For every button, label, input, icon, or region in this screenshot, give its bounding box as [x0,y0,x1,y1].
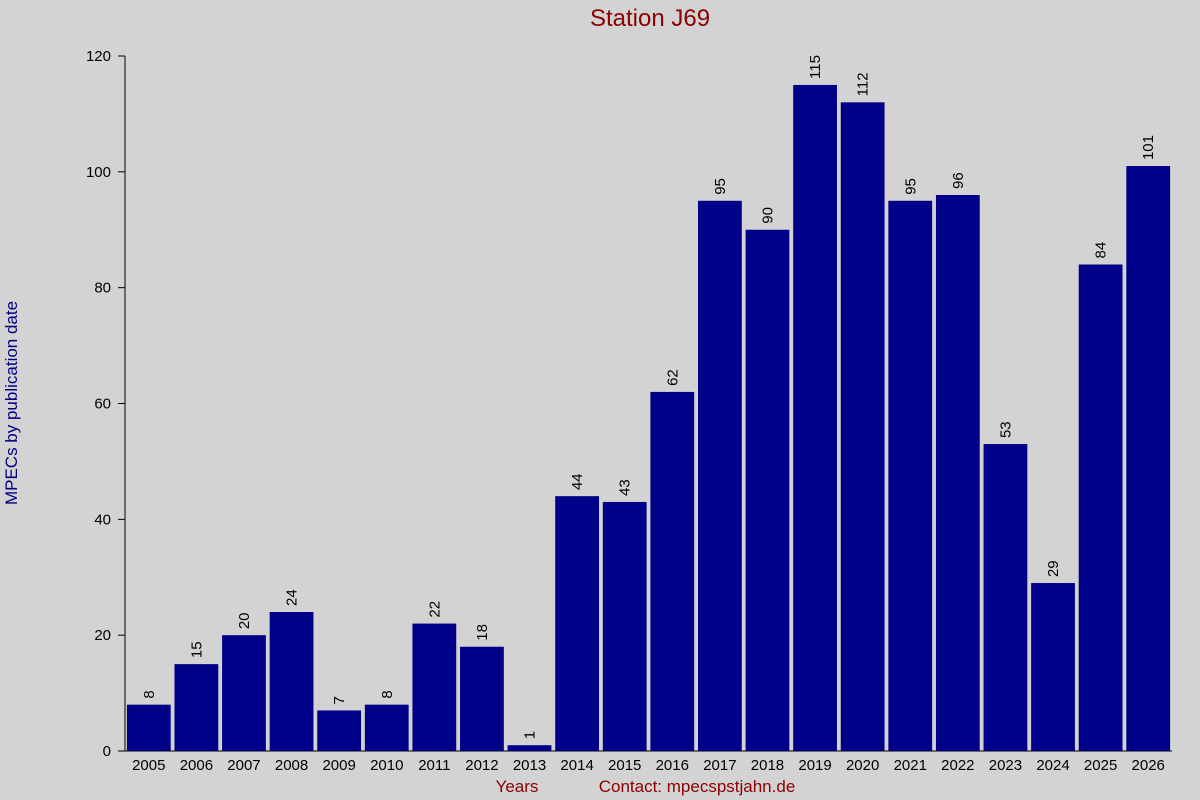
value-label: 84 [1093,242,1110,259]
x-tick-label: 2026 [1132,757,1165,774]
x-tick-label: 2009 [322,757,355,774]
value-label: 8 [141,690,158,698]
bar [650,391,695,751]
y-axis-label: MPECs by publication date [2,301,21,505]
x-tick-label: 2013 [513,757,546,774]
x-tick-label: 2021 [894,757,927,774]
x-tick-label: 2005 [132,757,165,774]
y-tick-label: 0 [103,743,111,760]
x-tick-label: 2008 [275,757,308,774]
value-label: 18 [474,624,491,641]
x-tick-label: 2007 [227,757,260,774]
y-tick-label: 100 [86,164,111,181]
bar [1031,583,1075,751]
bar [412,623,457,751]
value-label: 29 [1045,560,1062,577]
bar [983,444,1028,751]
bar [697,200,742,751]
bar [126,704,171,751]
chart-title: Station J69 [590,5,710,32]
bar [460,646,504,751]
value-label: 115 [807,55,824,79]
value-label: 24 [284,589,301,606]
contact-note: Contact: mpecspstjahn.de [599,777,796,796]
value-label: 20 [236,612,253,629]
bar [935,195,980,751]
value-label: 15 [188,641,205,658]
value-label: 101 [1140,135,1157,160]
x-tick-label: 2023 [989,757,1022,774]
value-label: 90 [759,207,776,224]
bar [1126,166,1171,751]
bar [602,501,647,751]
y-tick-label: 80 [94,280,111,297]
y-tick-label: 60 [94,396,111,413]
value-label: 22 [426,601,443,618]
x-tick-label: 2025 [1084,757,1117,774]
x-tick-label: 2016 [656,757,689,774]
value-label: 43 [617,479,634,496]
x-tick-label: 2014 [560,757,593,774]
x-tick-label: 2019 [798,757,831,774]
x-tick-label: 2012 [465,757,498,774]
x-tick-label: 2011 [418,757,450,774]
bar [174,664,219,751]
bar [1078,264,1123,751]
y-tick-label: 20 [94,627,111,644]
bar [317,710,362,751]
value-label: 7 [331,696,348,704]
bar [888,200,933,751]
x-tick-label: 2017 [703,757,736,774]
bar [269,612,314,751]
value-label: 1 [522,731,539,739]
value-label: 95 [712,178,729,195]
value-label: 53 [997,421,1014,438]
bar [745,229,790,751]
x-tick-label: 2022 [941,757,974,774]
x-tick-label: 2006 [180,757,213,774]
value-label: 96 [950,172,967,189]
value-label: 95 [902,178,919,195]
x-tick-label: 2024 [1036,757,1069,774]
value-label: 62 [664,369,681,386]
x-tick-label: 2015 [608,757,641,774]
value-label: 44 [569,473,586,490]
x-tick-label: 2018 [751,757,784,774]
value-label: 112 [855,72,872,96]
bar [793,84,837,752]
y-tick-label: 120 [86,48,111,65]
x-tick-label: 2010 [370,757,403,774]
y-tick-label: 40 [94,511,111,528]
bar [364,704,409,751]
bar [222,635,266,751]
bar [555,496,600,751]
bar [507,745,552,751]
x-tick-label: 2020 [846,757,879,774]
bar [840,102,885,752]
value-label: 8 [379,690,396,698]
x-axis-label: Years [496,777,539,796]
